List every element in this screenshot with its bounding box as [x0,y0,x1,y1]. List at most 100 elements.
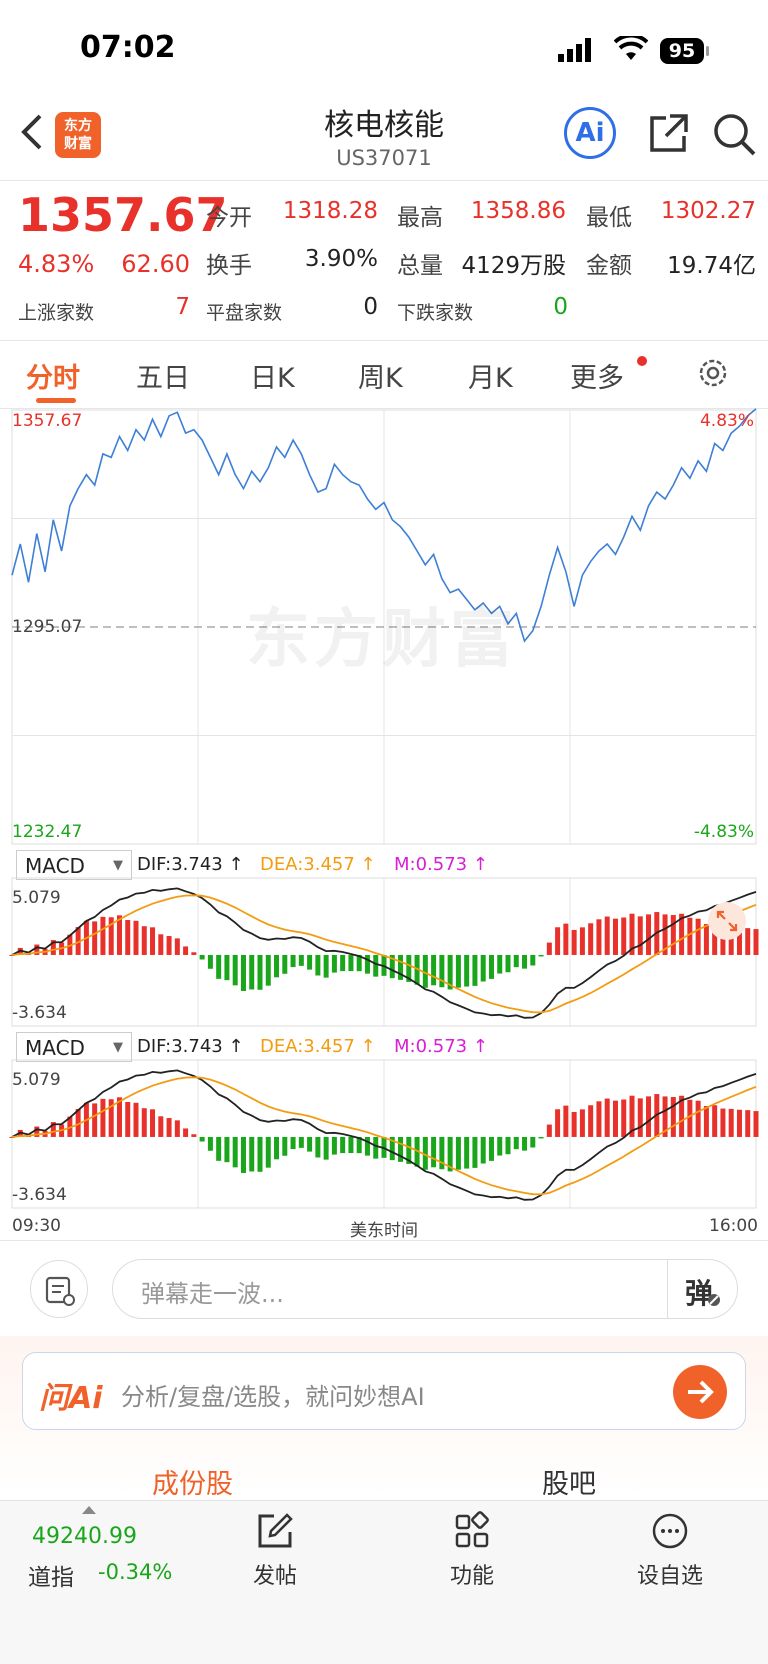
edit-icon [258,1513,293,1548]
danmu-list-button[interactable] [30,1260,88,1318]
tab-daily-k[interactable]: 日K [250,363,295,394]
macd1-bar [315,954,321,976]
macd2-bar [555,1109,561,1137]
macd2-bar [596,1101,602,1137]
macd2-bar [522,1136,528,1151]
macd2-bar [439,1136,445,1170]
macd1-bar [166,936,172,955]
app-logo[interactable]: 东方 财富 [55,112,101,158]
back-button[interactable] [18,112,44,156]
price-series-line [11,408,757,643]
dif-value-2: DIF:3.743 ↑ [137,1036,244,1057]
macd2-bar [356,1136,362,1154]
macd1-dea-line [11,894,757,1014]
macd2-dif-line [11,1069,757,1201]
macd2-bar [662,1096,668,1137]
macd1-bar [695,918,701,955]
index-value[interactable]: 49240.99 [32,1524,137,1549]
tab-constituents[interactable]: 成份股 [152,1469,233,1500]
expand-icon[interactable] [708,902,746,940]
search-icon[interactable] [712,112,758,162]
stat-value-low: 1302.27 [660,198,756,224]
macd2-bar [530,1136,536,1148]
macd2-bar [745,1110,751,1137]
macd2-bar [538,1136,544,1139]
macd2-bar [720,1108,726,1137]
post-button[interactable]: 发帖 [235,1510,315,1590]
macd1-bar [703,924,709,955]
stat-label-turnover: 换手 [206,253,252,279]
danmu-input[interactable]: 弹幕走一波... 弹 [112,1259,738,1319]
macd2-bar [166,1118,172,1137]
macd2-dea-line [11,1076,757,1196]
macd2-bar [125,1101,131,1137]
macd2-bar [108,1099,114,1137]
macd1-bar [389,954,395,979]
macd1-bar [340,954,346,972]
macd2-bar [431,1136,437,1168]
tab-more[interactable]: 更多 [570,363,624,394]
macd2-bar [290,1136,296,1150]
danmu-toggle-button[interactable]: 弹 [685,1277,714,1310]
macd2-bar [116,1097,122,1137]
macd2-bar [50,1122,56,1137]
tab-5day[interactable]: 五日 [136,363,190,394]
pct-low-label: -4.83% [693,822,754,842]
macd1-bar [108,917,114,955]
indicator-select-2[interactable]: MACD ▼ [16,1032,132,1062]
macd2-bar [315,1136,321,1158]
time-start-label: 09:30 [12,1216,61,1236]
time-end-label: 16:00 [709,1216,758,1236]
functions-button[interactable]: 功能 [432,1510,512,1590]
macd2-bar [579,1109,585,1137]
macd2-bar [571,1111,577,1137]
macd2-bar [646,1096,652,1137]
macd1-bar [257,954,263,990]
add-watchlist-button[interactable]: 设自选 [622,1510,718,1590]
post-label: 发帖 [252,1564,297,1589]
macd2-bar [100,1098,106,1137]
macd2-bar [505,1136,511,1155]
macd1-bar [414,954,420,985]
ask-ai-submit-button[interactable] [673,1365,727,1419]
ask-ai-input[interactable]: 问Ai 分析/复盘/选股，就问妙想AI [22,1352,746,1430]
settings-gear-icon[interactable] [696,356,730,394]
tab-intraday[interactable]: 分时 [26,363,80,394]
ai-button[interactable]: Ai [564,107,616,159]
macd1-bar [555,927,561,955]
more-circle-icon [652,1513,688,1549]
index-expand-icon[interactable] [82,1506,96,1514]
dea-value-1: DEA:3.457 ↑ [260,854,376,875]
stat-label-volume: 总量 [397,253,443,279]
macd2-bar [703,1106,709,1137]
macd1-bar [290,954,296,968]
indicator-select-1[interactable]: MACD ▼ [16,850,132,880]
macd1-bar [282,954,288,974]
macd1-bar [472,954,478,986]
macd1-bar [356,954,362,972]
macd2-bar [216,1136,222,1161]
share-icon[interactable] [646,112,690,160]
intraday-chart[interactable] [0,408,768,1240]
macd1-bar [670,915,676,955]
macd1-bar [530,954,536,966]
macd2-bar [92,1103,98,1137]
stat-value-open: 1318.28 [282,198,378,224]
macd2-bar [464,1136,470,1169]
macd2-bar [265,1136,271,1168]
macd2-bar [141,1108,147,1137]
macd2-bar [133,1102,139,1137]
more-red-dot [637,356,647,366]
macd2-bar [191,1134,197,1137]
macd1-bar [447,954,453,990]
macd2-bar [331,1136,337,1155]
index-change[interactable]: -0.34% [98,1560,173,1584]
tab-stock-forum[interactable]: 股吧 [542,1469,596,1500]
index-name[interactable]: 道指 [28,1565,74,1591]
tab-monthly-k[interactable]: 月K [468,363,513,394]
macd1-bar [298,954,304,966]
danmu-divider [667,1260,668,1318]
tab-active-indicator [36,398,76,403]
macd2-bar [232,1136,238,1168]
tab-weekly-k[interactable]: 周K [358,363,403,394]
